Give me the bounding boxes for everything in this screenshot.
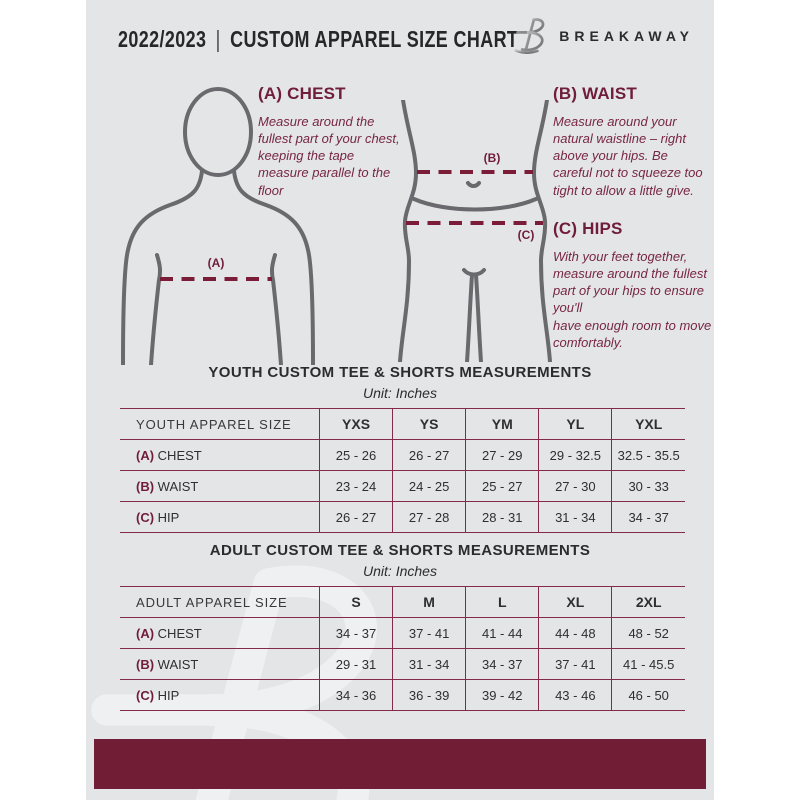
title-text: CUSTOM APPAREL SIZE CHART [230,26,519,52]
hips-marker-label: (C) [517,228,535,242]
table-row: (C) HIP 26 - 27 27 - 28 28 - 31 31 - 34 34 - … [120,501,685,533]
waist-description: Measure around your natural waistline – … [553,114,703,198]
waist-heading: (B) WAIST [553,84,637,103]
measure-label: HIP [157,687,180,703]
size-header-cell: YS [392,408,466,440]
row-label-cell: (B) WAIST [120,648,320,680]
waist-hips-figure-illustration [398,100,552,362]
measure-letter: (C) [136,509,158,525]
measure-letter: (B) [136,478,158,494]
measurement-value: 30 - 33 [611,470,685,502]
measure-label: HIP [157,509,180,525]
measurement-value: 27 - 28 [392,501,466,533]
breakaway-b-icon [514,18,545,54]
adult-size-table: ADULT APPAREL SIZE S M L XL 2XL (A) CHEST 34 -… [120,586,685,711]
measurement-value: 28 - 31 [465,501,539,533]
row-label-cell: (A) CHEST [120,617,320,649]
row-label-cell: (B) WAIST [120,470,320,502]
measurement-value: 37 - 41 [538,648,612,680]
measurement-value: 25 - 27 [465,470,539,502]
chest-description: Measure around the fullest part of your … [258,114,400,198]
measurement-value: 41 - 44 [465,617,539,649]
table-row: (A) CHEST 25 - 26 26 - 27 27 - 29 29 - 32.5 3… [120,439,685,471]
size-header-cell: YM [465,408,539,440]
chest-figure-illustration [121,87,315,365]
measurement-value: 37 - 41 [392,617,466,649]
waist-guide-section: (B) WAIST Measure around your natural wa… [553,84,705,199]
size-column-title: YOUTH APPAREL SIZE [120,408,320,440]
table-row: (C) HIP 34 - 36 36 - 39 39 - 42 43 - 46 46 - … [120,679,685,711]
measurement-value: 29 - 31 [318,648,393,680]
measurement-value: 34 - 37 [611,501,685,533]
measurement-value: 26 - 27 [392,439,466,471]
size-header-cell: L [465,586,539,618]
brand-logo: BREAKAWAY [514,16,694,56]
title-year: 2022/2023 [118,26,207,52]
hips-description: With your feet together, measure around … [553,249,712,350]
title-divider: | [215,26,221,52]
adult-table-title: ADULT CUSTOM TEE & SHORTS MEASUREMENTS [209,542,591,559]
measurement-value: 27 - 29 [465,439,539,471]
measure-label: CHEST [157,447,202,463]
measurement-value: 31 - 34 [392,648,466,680]
size-header-cell: YXL [611,408,685,440]
size-header-cell: M [392,586,466,618]
measurement-value: 25 - 26 [318,439,393,471]
measurement-value: 43 - 46 [538,679,612,711]
measurement-value: 46 - 50 [611,679,685,711]
measure-letter: (A) [136,447,158,463]
size-header-cell: XL [538,586,612,618]
measurement-value: 26 - 27 [318,501,393,533]
chest-heading: (A) CHEST [258,84,346,103]
table-row: (A) CHEST 34 - 37 37 - 41 41 - 44 44 - 48 48 … [120,617,685,649]
measurement-value: 29 - 32.5 [538,439,612,471]
measurement-value: 24 - 25 [392,470,466,502]
size-chart-page: 2022/2023 | CUSTOM APPAREL SIZE CHART [86,0,714,800]
measurement-value: 39 - 42 [465,679,539,711]
youth-table-unit: Unit: Inches [363,385,437,401]
measurement-value: 48 - 52 [611,617,685,649]
measurement-value: 34 - 37 [465,648,539,680]
measurement-value: 27 - 30 [538,470,612,502]
measure-letter: (A) [136,625,158,641]
measurement-value: 31 - 34 [538,501,612,533]
adult-table-unit: Unit: Inches [363,563,437,579]
measure-label: WAIST [157,656,199,672]
table-header-row: ADULT APPAREL SIZE S M L XL 2XL [120,586,685,618]
table-row: (B) WAIST 23 - 24 24 - 25 25 - 27 27 - 30 30 … [120,470,685,502]
measure-label: CHEST [157,625,202,641]
measurement-value: 23 - 24 [318,470,393,502]
waist-marker-label: (B) [483,151,501,165]
page-title: 2022/2023 | CUSTOM APPAREL SIZE CHART [118,26,518,53]
measure-label: WAIST [157,478,199,494]
table-row: (B) WAIST 29 - 31 31 - 34 34 - 37 37 - 41 41 … [120,648,685,680]
measurement-value: 41 - 45.5 [611,648,685,680]
size-header-cell: S [318,586,393,618]
measure-letter: (B) [136,656,158,672]
size-header-cell: 2XL [611,586,685,618]
measurement-value: 34 - 36 [318,679,393,711]
measurement-value: 32.5 - 35.5 [611,439,685,471]
measure-letter: (C) [136,687,158,703]
row-label-cell: (A) CHEST [120,439,320,471]
row-label-cell: (C) HIP [120,501,320,533]
size-header-cell: YXS [318,408,393,440]
measurement-value: 44 - 48 [538,617,612,649]
youth-table-title: YOUTH CUSTOM TEE & SHORTS MEASUREMENTS [208,364,592,381]
measurement-value: 34 - 37 [318,617,393,649]
size-header-cell: YL [538,408,612,440]
chest-marker-label: (A) [207,256,225,270]
row-label-cell: (C) HIP [120,679,320,711]
footer-accent-bar [94,739,706,789]
chest-guide-section: (A) CHEST Measure around the fullest par… [258,84,400,199]
youth-size-table: YOUTH APPAREL SIZE YXS YS YM YL YXL (A) CHEST… [120,408,685,533]
hips-guide-section: (C) HIPS With your feet together, measur… [553,219,713,351]
size-column-title: ADULT APPAREL SIZE [120,586,320,618]
brand-name: BREAKAWAY [559,28,694,44]
table-header-row: YOUTH APPAREL SIZE YXS YS YM YL YXL [120,408,685,440]
hips-heading: (C) HIPS [553,219,623,238]
measurement-value: 36 - 39 [392,679,466,711]
